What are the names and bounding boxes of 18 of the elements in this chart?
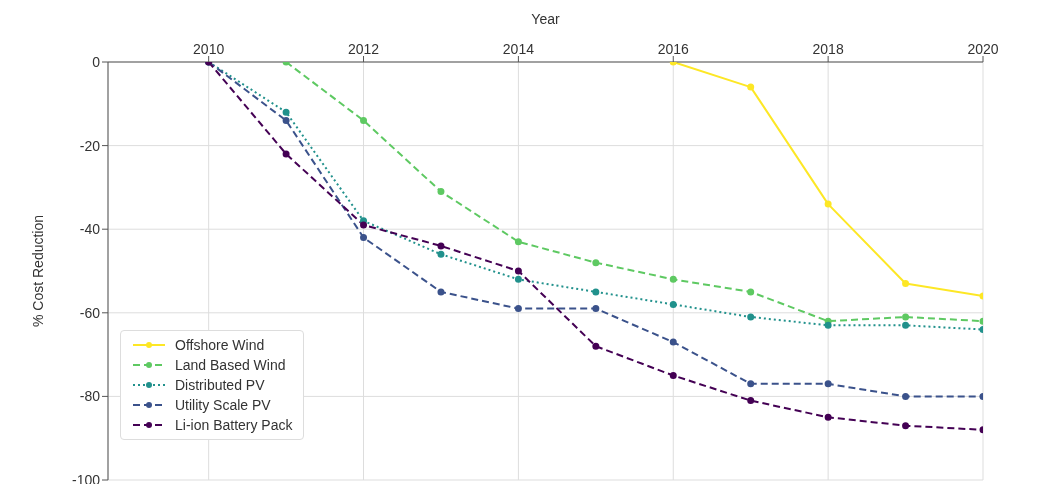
- x-axis-title: Year: [531, 10, 560, 27]
- legend-label: Li-ion Battery Pack: [175, 416, 293, 435]
- x-tick-label: 2020: [967, 41, 999, 57]
- x-tick-label: 2016: [657, 41, 690, 57]
- y-tick-label: 0: [92, 53, 101, 70]
- y-tick-label: -60: [79, 304, 101, 321]
- x-tick-label: 2014: [502, 41, 535, 57]
- y-tick-label: -40: [79, 221, 101, 238]
- x-tick-label: 2018: [812, 41, 844, 57]
- x-tick-label: 2012: [347, 41, 380, 57]
- legend-label: Offshore Wind: [175, 336, 265, 355]
- x-tick-label: 2010: [193, 41, 225, 57]
- y-tick-label: -20: [79, 137, 101, 154]
- y-tick-label: -80: [79, 388, 101, 405]
- legend-label: Distributed PV: [175, 376, 265, 395]
- legend-label: Land Based Wind: [175, 356, 286, 375]
- y-axis-title: % Cost Reduction: [29, 214, 46, 328]
- legend-label: Utility Scale PV: [175, 396, 271, 415]
